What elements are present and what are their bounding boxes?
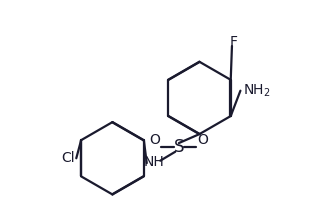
Text: O: O (149, 133, 160, 147)
Text: O: O (198, 133, 208, 147)
Text: NH: NH (143, 155, 164, 169)
Text: NH$_2$: NH$_2$ (243, 82, 270, 99)
Text: F: F (229, 35, 237, 50)
Text: S: S (174, 138, 184, 156)
Text: Cl: Cl (61, 151, 75, 165)
